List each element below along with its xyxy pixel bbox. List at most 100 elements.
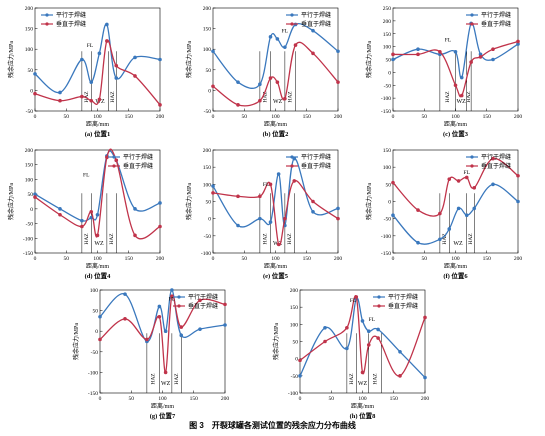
fl-annotation: FL: [87, 43, 94, 49]
x-tick-label: 200: [334, 256, 343, 262]
panel-caption: (b) 位置2: [263, 129, 289, 138]
chart-panel-5: HAZWZHAZ050100150200-100-50050100150200距…: [185, 148, 342, 280]
data-point: [236, 80, 240, 84]
y-tick-label: 200: [25, 6, 34, 12]
zone-label: HAZ: [262, 91, 268, 103]
x-axis-label: 距离/mm: [444, 262, 467, 270]
data-point: [293, 43, 298, 47]
data-point: [391, 180, 395, 185]
legend-marker: [377, 304, 381, 308]
data-point: [268, 220, 273, 224]
data-point: [275, 37, 280, 41]
x-tick-label: 150: [125, 114, 134, 120]
legend-marker: [45, 13, 49, 17]
data-point: [459, 93, 464, 98]
legend-marker: [377, 295, 381, 299]
y-tick-label: 0: [95, 329, 98, 335]
y-tick-label: -150: [381, 109, 391, 115]
data-point: [478, 55, 483, 59]
data-point: [133, 55, 137, 60]
zone-label: HAZ: [287, 91, 293, 103]
data-point: [311, 210, 315, 214]
data-point: [145, 337, 149, 342]
data-point: [336, 216, 340, 221]
y-tick-label: 150: [25, 27, 34, 33]
data-point: [158, 57, 162, 62]
data-point: [268, 182, 273, 187]
zone-label: HAZ: [287, 233, 293, 245]
data-point: [33, 195, 37, 199]
y-tick-label: 0: [208, 217, 211, 223]
data-point: [105, 155, 109, 160]
y-tick-label: -100: [288, 391, 298, 397]
x-tick-label: 0: [392, 256, 395, 262]
x-tick-label: 150: [483, 114, 492, 120]
data-point: [157, 314, 162, 319]
x-tick-label: 100: [93, 114, 102, 120]
y-axis-label: 残余应力/MPa: [272, 323, 280, 360]
legend-marker: [470, 13, 474, 17]
legend-label: 平行于焊缝: [56, 11, 86, 19]
x-tick-label: 50: [422, 256, 428, 262]
panel-caption: (g) 位置7: [150, 411, 176, 420]
y-tick-label: 50: [386, 58, 392, 64]
data-point: [133, 233, 137, 238]
data-point: [157, 304, 162, 309]
data-point: [236, 194, 240, 199]
zone-label: HAZ: [349, 373, 355, 385]
legend-marker: [290, 164, 294, 168]
legend-label: 垂直于焊缝: [388, 302, 418, 310]
x-tick-label: 100: [271, 256, 280, 262]
data-point: [311, 51, 315, 56]
data-point: [58, 212, 62, 217]
fl-annotation: FL: [369, 317, 376, 323]
zone-label: HAZ: [445, 91, 451, 103]
data-point: [438, 49, 442, 54]
data-point: [453, 49, 458, 54]
legend-marker: [290, 22, 294, 26]
y-tick-label: 50: [206, 68, 212, 74]
x-tick-label: 200: [334, 114, 343, 120]
y-tick-label: -50: [384, 217, 392, 223]
data-point: [89, 98, 94, 103]
panel-caption: (c) 位置3: [443, 129, 469, 138]
legend-label: 平行于焊缝: [301, 153, 331, 161]
legend-marker: [290, 13, 294, 17]
zone-label: WZ: [358, 381, 368, 387]
x-tick-label: 200: [221, 396, 230, 402]
y-axis-label: 残余应力/MPa: [72, 323, 80, 360]
data-point: [438, 237, 442, 242]
x-axis-label: 距离/mm: [351, 402, 374, 410]
x-tick-label: 100: [451, 114, 460, 120]
data-point: [33, 91, 37, 96]
y-tick-label: 0: [30, 207, 33, 213]
data-point: [211, 184, 215, 188]
y-tick-label: 100: [383, 165, 392, 171]
y-tick-label: 150: [203, 27, 212, 33]
data-point: [423, 315, 427, 320]
x-tick-label: 100: [158, 396, 167, 402]
y-tick-label: 100: [290, 322, 299, 328]
legend-label: 垂直于焊缝: [301, 20, 331, 28]
legend-marker: [470, 22, 474, 26]
y-tick-label: -50: [204, 109, 212, 115]
x-tick-label: 150: [390, 396, 399, 402]
y-tick-label: 200: [25, 148, 34, 154]
zone-label: HAZ: [109, 233, 115, 245]
data-point: [114, 158, 119, 163]
x-tick-label: 50: [329, 396, 335, 402]
data-point: [236, 103, 240, 107]
data-point: [275, 80, 280, 84]
y-tick-label: -100: [23, 236, 33, 242]
zone-label: HAZ: [442, 233, 448, 245]
data-point: [98, 337, 102, 342]
data-point: [89, 210, 94, 214]
y-tick-label: 100: [203, 47, 212, 53]
x-axis-label: 距离/mm: [264, 262, 287, 270]
panel-caption: (h) 位置8: [350, 411, 377, 420]
panel-caption: (d) 位置4: [85, 271, 112, 280]
data-point: [283, 216, 287, 221]
legend-label: 平行于焊缝: [388, 293, 418, 301]
